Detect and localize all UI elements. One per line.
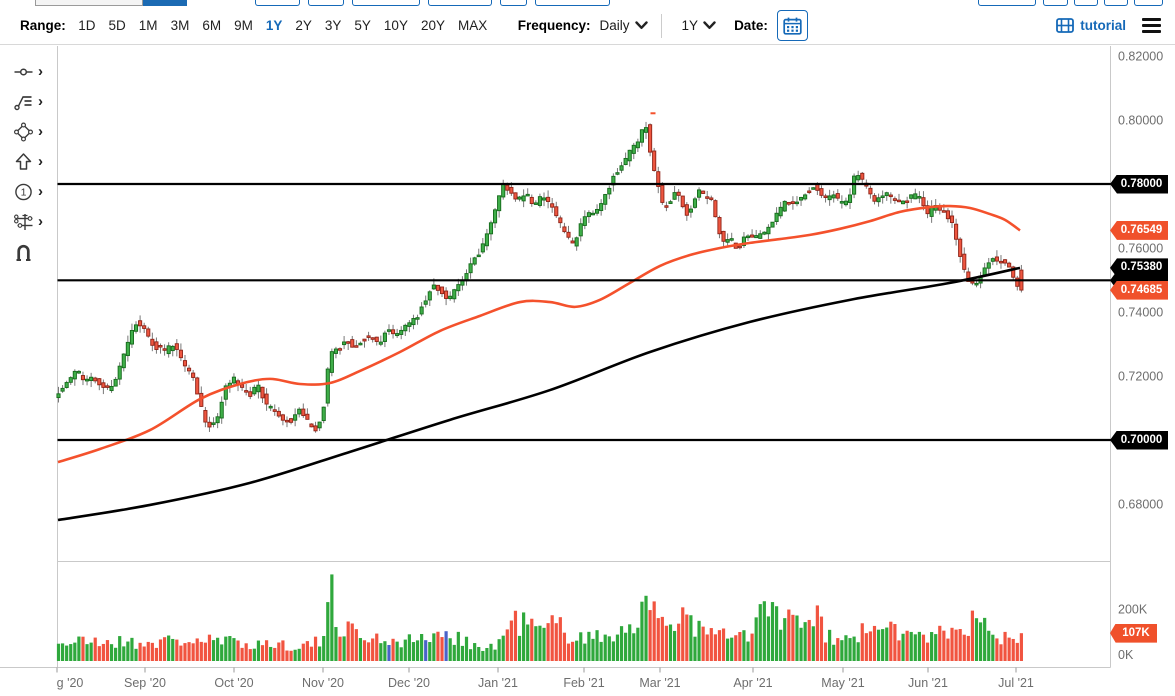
svg-text:May '21: May '21 [821, 676, 864, 690]
annotation-icon [14, 95, 32, 110]
frequency-select[interactable]: Daily [599, 18, 630, 33]
number-marker-tool[interactable]: 1 › [13, 181, 43, 203]
svg-text:Mar '21: Mar '21 [639, 676, 680, 690]
svg-text:Oct '20: Oct '20 [214, 676, 253, 690]
symbol-search-input[interactable] [35, 0, 143, 6]
svg-text:Apr '21: Apr '21 [733, 676, 772, 690]
svg-text:Dec '20: Dec '20 [388, 676, 430, 690]
partial-button[interactable] [535, 0, 610, 6]
range-option-5y[interactable]: 5Y [354, 18, 371, 33]
partial-button[interactable] [352, 0, 420, 6]
partial-button[interactable] [1104, 0, 1128, 6]
svg-text:0.80000: 0.80000 [1118, 114, 1163, 128]
period-select[interactable]: 1Y [681, 18, 699, 33]
partial-button[interactable] [308, 0, 344, 6]
frequency-label: Frequency: [517, 18, 591, 33]
partial-button[interactable] [1043, 0, 1068, 6]
date-picker-button[interactable] [776, 10, 808, 41]
range-option-20y[interactable]: 20Y [420, 18, 445, 33]
range-option-2y[interactable]: 2Y [295, 18, 312, 33]
range-option-10y[interactable]: 10Y [383, 18, 408, 33]
tutorial-link[interactable]: tutorial [1056, 18, 1126, 33]
shape-icon [14, 122, 34, 142]
svg-text:0.68000: 0.68000 [1118, 498, 1163, 512]
range-option-6m[interactable]: 6M [202, 18, 222, 33]
fibonacci-tool[interactable]: › [13, 211, 43, 233]
shape-tool[interactable]: › [13, 121, 43, 143]
range-toolbar: Range: 1D 5D 1M 3M 6M 9M 1Y 2Y 3Y 5Y 10Y 20Y MAX Fre… [0, 6, 1175, 45]
svg-text:Jul '21: Jul '21 [998, 676, 1034, 690]
svg-text:Nov '20: Nov '20 [302, 676, 344, 690]
partial-button[interactable] [428, 0, 492, 6]
symbol-search-button[interactable] [143, 0, 187, 6]
range-option-5d[interactable]: 5D [108, 18, 126, 33]
svg-text:1: 1 [21, 186, 27, 198]
svg-text:0.76000: 0.76000 [1118, 242, 1163, 256]
partial-button[interactable] [255, 0, 300, 6]
arrow-marker-tool[interactable]: › [13, 151, 43, 173]
range-option-1y[interactable]: 1Y [265, 18, 283, 33]
drawing-tool-sidebar: › › › › 1 › [13, 61, 43, 263]
arrow-up-icon [15, 153, 32, 170]
partial-button[interactable] [978, 0, 1036, 6]
date-label: Date: [734, 18, 768, 33]
magnet-tool[interactable] [13, 241, 43, 263]
trend-line-icon [14, 68, 33, 76]
magnet-icon [16, 245, 31, 262]
fibonacci-icon [14, 213, 33, 230]
svg-text:200K: 200K [1118, 603, 1148, 617]
partial-button[interactable] [1074, 0, 1098, 6]
range-option-1m[interactable]: 1M [138, 18, 158, 33]
annotation-tool[interactable]: › [13, 91, 43, 113]
svg-text:Jan '21: Jan '21 [478, 676, 518, 690]
trend-line-tool[interactable]: › [13, 61, 43, 83]
svg-text:Sep '20: Sep '20 [124, 676, 166, 690]
number-one-icon: 1 [15, 183, 32, 201]
svg-text:0.72000: 0.72000 [1118, 370, 1163, 384]
range-options: 1D 5D 1M 3M 6M 9M 1Y 2Y 3Y 5Y 10Y 20Y MAX [72, 18, 494, 33]
range-option-9m[interactable]: 9M [234, 18, 253, 33]
chevron-down-icon[interactable] [634, 21, 648, 30]
toolbar-divider [660, 13, 662, 38]
svg-text:Jun '21: Jun '21 [908, 676, 948, 690]
svg-text:0.74000: 0.74000 [1118, 306, 1163, 320]
range-label: Range: [20, 18, 66, 33]
partial-button[interactable] [500, 0, 527, 6]
range-option-1d[interactable]: 1D [78, 18, 96, 33]
range-option-3y[interactable]: 3Y [324, 18, 342, 33]
top-toolbar: Range: 1D 5D 1M 3M 6M 9M 1Y 2Y 3Y 5Y 10Y 20Y MAX Fre… [0, 0, 1175, 45]
chevron-down-icon[interactable] [703, 21, 716, 30]
tutorial-label: tutorial [1080, 18, 1126, 33]
menu-icon[interactable] [1142, 17, 1161, 34]
svg-text:0K: 0K [1118, 648, 1134, 662]
svg-text:0.82000: 0.82000 [1118, 50, 1163, 64]
calendar-icon [783, 17, 802, 35]
svg-text:g '20: g '20 [57, 676, 84, 690]
svg-text:Feb '21: Feb '21 [563, 676, 604, 690]
range-option-max[interactable]: MAX [457, 18, 488, 33]
partial-button[interactable] [1134, 0, 1163, 6]
video-icon [1056, 18, 1075, 33]
range-option-3m[interactable]: 3M [170, 18, 190, 33]
